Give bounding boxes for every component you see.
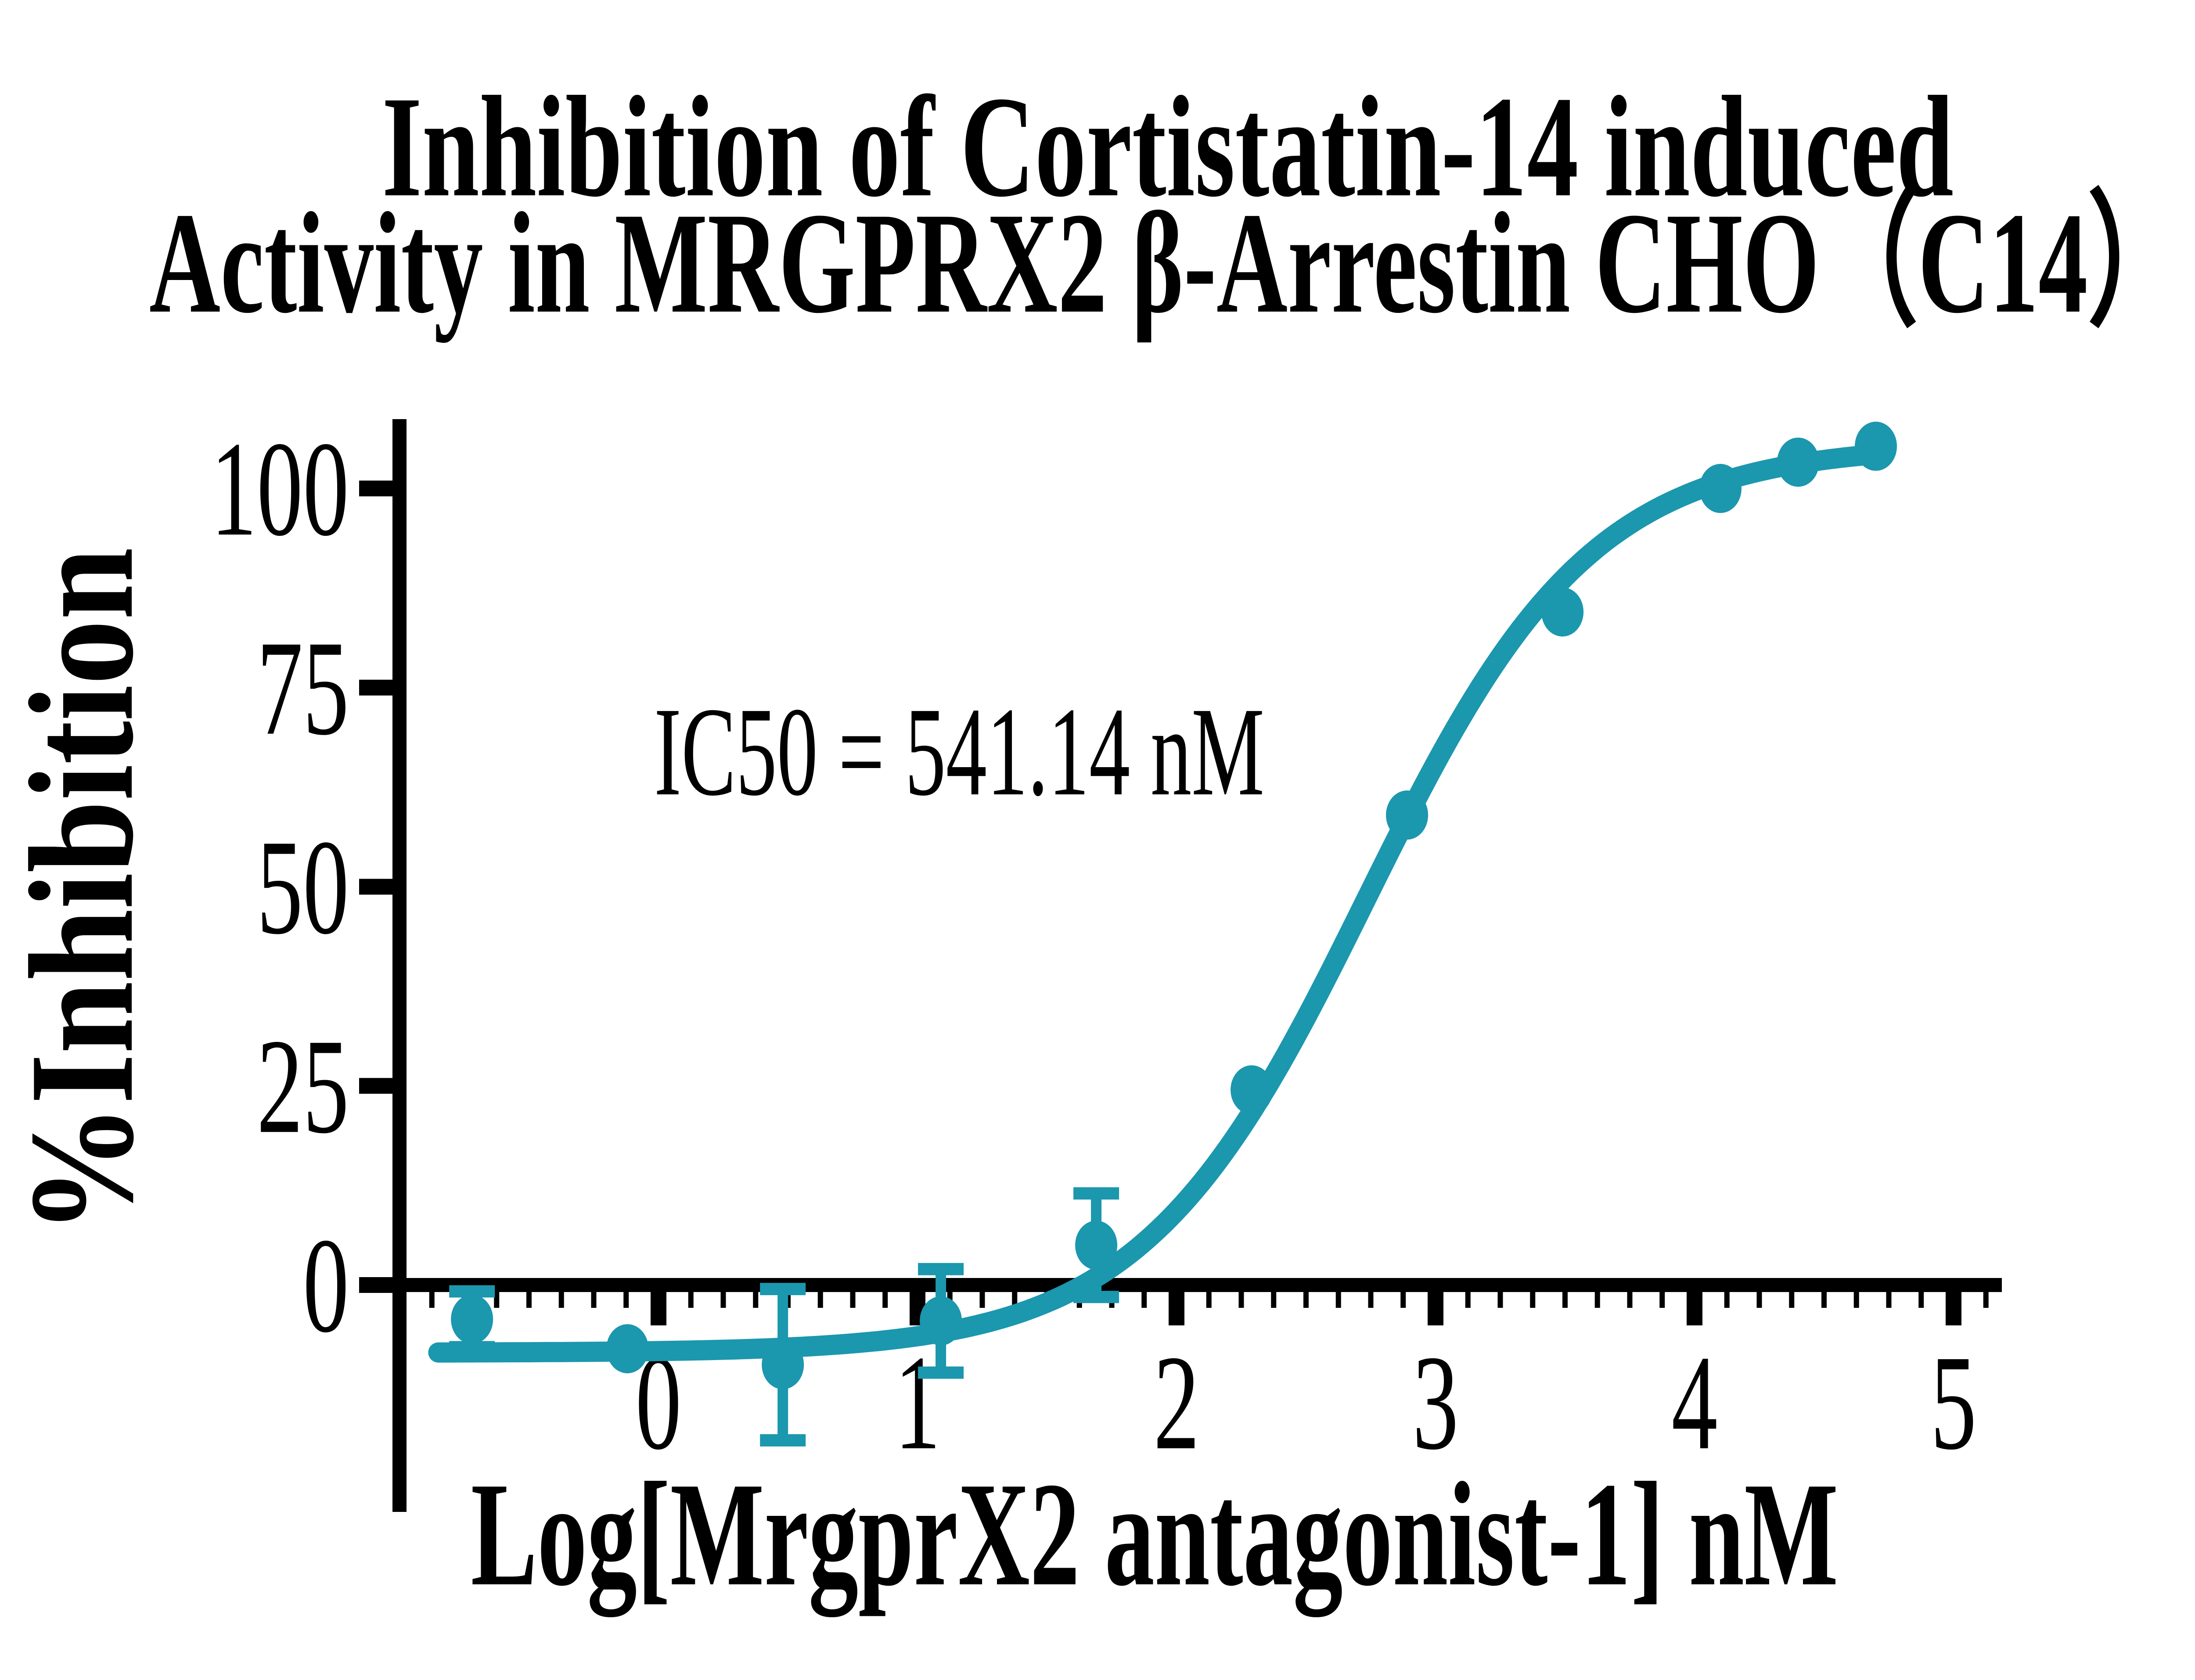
ic50-annotation: IC50 = 541.14 nM: [654, 681, 1264, 822]
series-layer: [428, 421, 1897, 1447]
data-point: [606, 1324, 649, 1374]
y-tick-label: 25: [257, 1011, 349, 1162]
x-tick-label: 3: [1413, 1328, 1459, 1478]
data-point: [1386, 790, 1429, 840]
fit-curve: [428, 444, 1886, 1363]
x-tick-label: 2: [1154, 1328, 1200, 1478]
data-point: [762, 1340, 804, 1389]
y-axis-title: %Inhibition: [0, 548, 164, 1235]
data-point: [920, 1296, 962, 1346]
data-point: [1075, 1221, 1118, 1270]
chart-title-line2: Activity in MRGPRX2 β-Arrestin CHO（C14）: [149, 183, 2186, 343]
data-point: [1231, 1065, 1273, 1115]
x-tick-label: 4: [1672, 1328, 1718, 1478]
x-axis-title: Log[MrgprX2 antagonist-1] nM: [471, 1451, 1839, 1619]
y-tick-label: 75: [257, 613, 349, 764]
data-point: [1699, 464, 1742, 513]
x-tick-label: 1: [895, 1328, 941, 1478]
y-tick-label: 50: [257, 812, 349, 963]
data-point: [451, 1295, 493, 1344]
y-tick-label: 0: [303, 1210, 349, 1361]
y-tick-label: 100: [211, 414, 349, 564]
data-point: [1777, 438, 1819, 487]
data-point: [1855, 421, 1897, 471]
x-tick-label: 5: [1931, 1328, 1977, 1478]
chart-title-line1: Inhibition of Cortistatin-14 induced: [382, 67, 1954, 227]
data-point: [1541, 587, 1584, 637]
